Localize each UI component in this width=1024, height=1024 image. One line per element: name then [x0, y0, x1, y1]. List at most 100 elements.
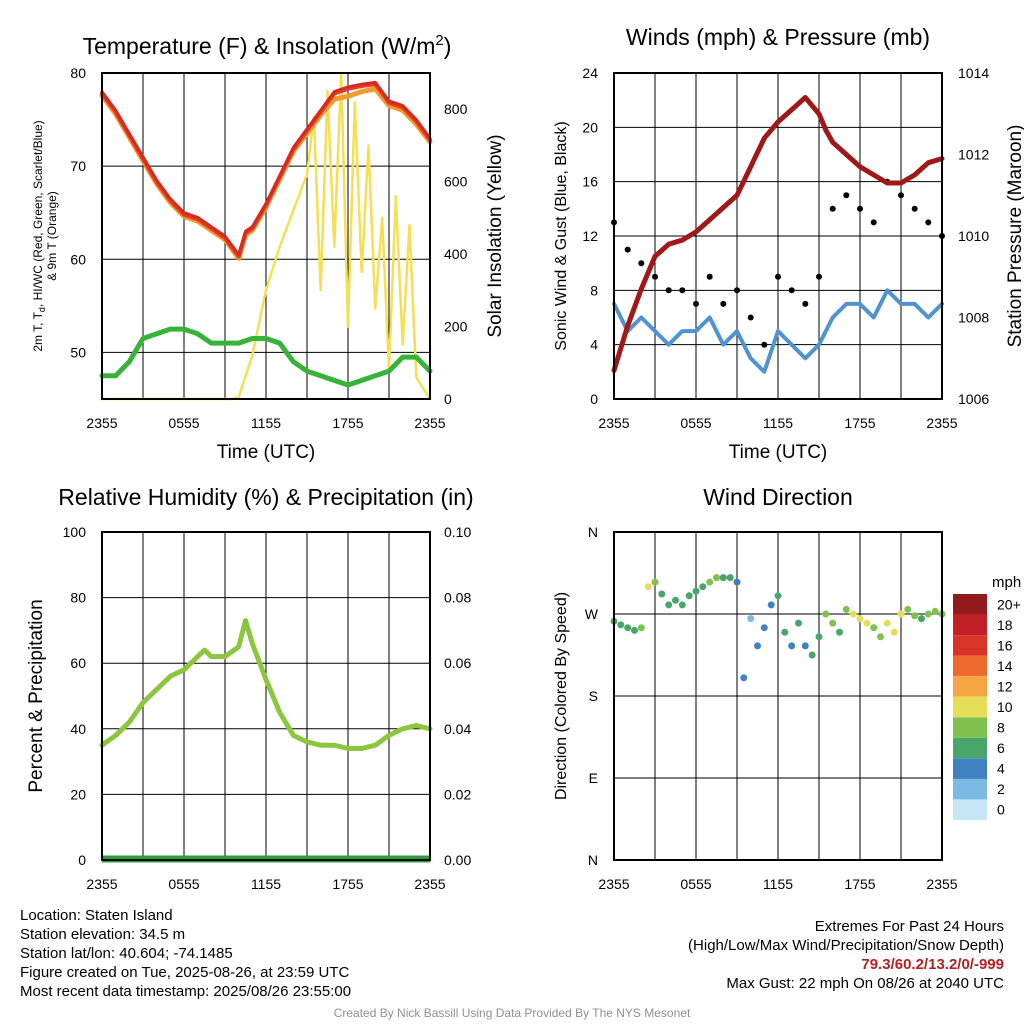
colorbar-swatch — [953, 614, 987, 635]
station-location: Location: Staten Island — [20, 907, 173, 924]
gust-point — [693, 300, 699, 307]
colorbar-label: 12 — [997, 679, 1013, 695]
rh-y-tick-labels: 0 20 40 60 80 100 — [63, 524, 87, 868]
colorbar-label: 14 — [997, 658, 1013, 674]
gust-point — [925, 219, 932, 226]
x-tick-label: 1155 — [251, 415, 281, 431]
wdir-grid — [614, 532, 942, 860]
direction-point — [918, 615, 925, 623]
direction-point — [719, 574, 727, 582]
rh-line — [99, 618, 433, 751]
y-tick-label: E — [589, 770, 598, 786]
wind-y2-tick-labels: 1006 1008 1010 1012 1014 — [958, 65, 989, 407]
direction-point — [815, 633, 823, 641]
x-tick-label: 2355 — [414, 415, 445, 431]
direction-point — [924, 610, 932, 618]
colorbar-swatch — [953, 635, 987, 656]
rh-x-tick-labels: 2355 0555 1155 1755 2355 — [86, 876, 445, 892]
y2-tick-label: 0.00 — [444, 852, 471, 868]
y2-tick-label: 1010 — [958, 228, 989, 244]
direction-point — [631, 626, 638, 634]
gust-point — [802, 300, 809, 307]
temp-y-axis-label: 2m T, Td, HI/WC (Red, Green, Scarlet/Blu… — [31, 120, 47, 351]
direction-point — [829, 619, 837, 627]
x-tick-label: 2355 — [598, 415, 629, 431]
wind-y-tick-labels: 0 4 8 12 16 20 24 — [582, 65, 598, 407]
direction-point — [726, 574, 734, 582]
temp-plot-frame — [101, 72, 431, 400]
colorbar-swatch — [953, 799, 987, 820]
y2-tick-label: 0 — [444, 391, 452, 407]
wind-plot-frame — [613, 72, 943, 400]
wind-panel-title: Winds (mph) & Pressure (mb) — [626, 24, 930, 50]
direction-point — [706, 578, 714, 586]
y2-tick-label: 0.10 — [444, 524, 471, 540]
y-tick-label: 0 — [590, 391, 598, 407]
station-latlon: Station lat/lon: 40.604; -74.1485 — [20, 945, 233, 962]
colorbar-label: 6 — [997, 740, 1005, 756]
direction-point — [699, 583, 707, 591]
y2-tick-label: 1012 — [958, 147, 989, 163]
temp-y-axis-label-line2: & 9m T (Orange) — [45, 191, 59, 281]
y2-tick-label: 0.08 — [444, 590, 471, 606]
y2-tick-label: 1008 — [958, 310, 989, 326]
y2-tick-label: 800 — [444, 101, 468, 117]
colorbar-swatch — [953, 758, 987, 779]
colorbar-swatch — [953, 717, 987, 738]
x-tick-label: 1155 — [763, 876, 793, 892]
sonic-wind-line — [612, 288, 944, 374]
colorbar-title: mph — [992, 574, 1021, 591]
direction-point — [795, 619, 802, 627]
direction-point — [685, 592, 693, 600]
direction-point — [624, 624, 632, 632]
x-tick-label: 2355 — [86, 415, 117, 431]
gust-point — [788, 287, 795, 294]
direction-point — [931, 607, 939, 615]
gust-point — [638, 260, 645, 267]
direction-point — [637, 624, 645, 632]
direction-point — [713, 574, 720, 582]
gust-point — [734, 287, 740, 294]
dewpoint-line — [99, 326, 433, 388]
y-tick-label: 40 — [70, 721, 86, 737]
colorbar-label: 0 — [997, 802, 1005, 818]
direction-point — [740, 674, 748, 682]
wdir-panel-title: Wind Direction — [703, 484, 853, 510]
gust-point — [624, 246, 631, 253]
temp-y2-axis-label: Solar Insolation (Yellow) — [485, 134, 506, 337]
temp-x-tick-labels: 2355 0555 1155 1755 2355 — [86, 415, 445, 431]
x-tick-label: 2355 — [598, 876, 629, 892]
colorbar-swatch — [953, 737, 987, 759]
direction-point — [781, 628, 789, 636]
colorbar-label: 18 — [997, 617, 1013, 633]
direction-point — [672, 596, 679, 604]
direction-point — [658, 590, 666, 598]
colorbar-label: 10 — [997, 699, 1013, 715]
direction-point — [883, 619, 891, 627]
humidity-panel: Relative Humidity (%) & Precipitation (i… — [26, 484, 474, 892]
colorbar-label: 4 — [997, 761, 1005, 777]
direction-point — [644, 583, 652, 591]
figure-created: Figure created on Tue, 2025-08-26, at 23… — [20, 964, 350, 981]
y-tick-label: 60 — [70, 655, 86, 671]
extremes-block: Extremes For Past 24 Hours (High/Low/Max… — [688, 917, 1004, 993]
direction-point — [822, 610, 830, 618]
y2-tick-label: 1006 — [958, 391, 989, 407]
direction-point — [877, 633, 884, 641]
wind-speed-colorbar: mph 0 2 4 6 8 10 12 14 16 18 20+ — [953, 574, 1021, 820]
wind-x-axis-label: Time (UTC) — [729, 442, 828, 463]
colorbar-swatch — [953, 778, 987, 800]
station-info: Location: Staten Island Station elevatio… — [20, 906, 351, 1001]
wdir-plot-frame — [613, 531, 943, 861]
y-tick-label: 4 — [590, 337, 598, 353]
y-tick-label: 80 — [70, 590, 86, 606]
wdir-x-tick-labels: 2355 0555 1155 1755 2355 — [598, 876, 957, 892]
pressure-line — [611, 95, 945, 373]
direction-point — [911, 612, 919, 620]
direction-point — [788, 642, 796, 650]
max-gust: Max Gust: 22 mph On 08/26 at 2040 UTC — [726, 975, 1004, 992]
x-tick-label: 1155 — [763, 415, 793, 431]
direction-point — [870, 624, 878, 632]
colorbar-swatch — [953, 594, 987, 615]
direction-point — [842, 605, 850, 613]
